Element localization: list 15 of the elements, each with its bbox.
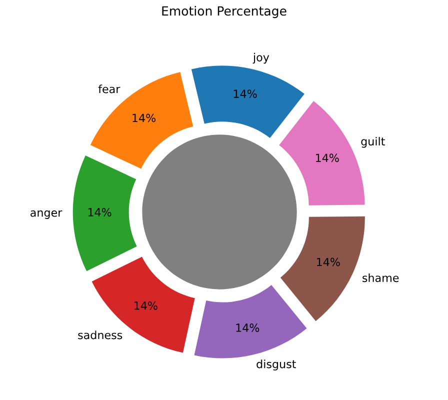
data-label: 14% (236, 324, 260, 332)
slice-label: guilt (361, 136, 385, 148)
slice-label: anger (30, 210, 62, 219)
data-label: 14% (132, 114, 156, 122)
slice-label: joy (252, 52, 270, 64)
slice-label: sadness (78, 330, 122, 340)
data-label: 14% (316, 154, 339, 162)
slice-label: disgust (256, 360, 296, 370)
data-label: 14% (234, 90, 257, 98)
slice-label: shame (362, 273, 399, 282)
slice-label: fear (98, 84, 120, 94)
chart-title: Emotion Percentage (162, 6, 286, 18)
data-label: 14% (88, 208, 112, 216)
data-label: 14% (134, 301, 158, 310)
data-label: 14% (317, 258, 340, 266)
